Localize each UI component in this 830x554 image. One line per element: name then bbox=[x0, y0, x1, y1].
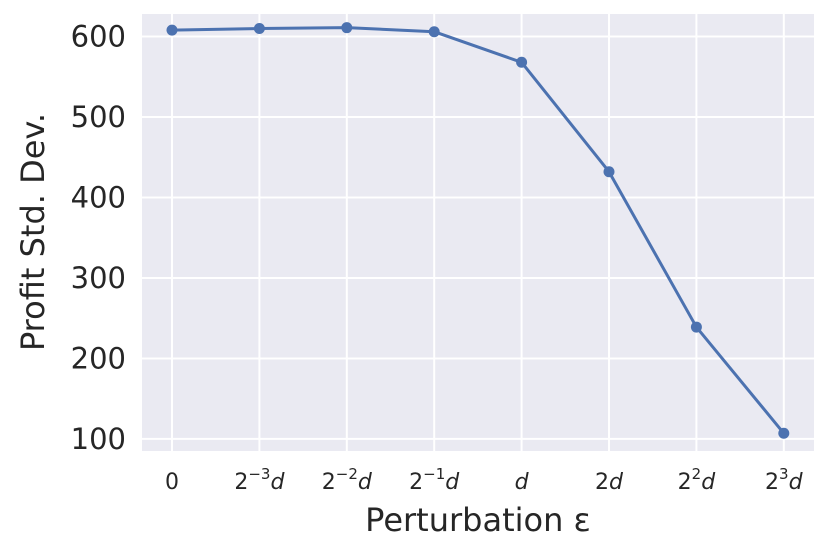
data-point bbox=[516, 56, 528, 68]
y-tick-label: 100 bbox=[71, 422, 126, 456]
y-tick-labels: 100 200 300 400 500 600 bbox=[71, 20, 126, 456]
x-tick-labels: 0 2−3d 2−2d 2−1d d 2d 22d 23d bbox=[165, 465, 804, 495]
x-tick-label: 23d bbox=[765, 465, 804, 495]
x-tick-label: 2d bbox=[595, 470, 624, 495]
grid-lines bbox=[142, 14, 814, 451]
series-line bbox=[171, 26, 785, 435]
y-axis-title: Profit Std. Dev. bbox=[14, 113, 52, 351]
data-point bbox=[341, 22, 353, 34]
plot-background bbox=[142, 14, 814, 451]
x-tick-label: 2−1d bbox=[409, 465, 460, 495]
data-point bbox=[166, 24, 178, 36]
x-tick-label: 22d bbox=[678, 465, 717, 495]
y-tick-label: 300 bbox=[71, 261, 126, 295]
x-tick-label: 2−2d bbox=[322, 465, 373, 495]
y-tick-label: 400 bbox=[71, 180, 126, 214]
data-point bbox=[603, 166, 615, 178]
data-point bbox=[690, 321, 702, 333]
series-line-path bbox=[171, 26, 785, 435]
data-point bbox=[778, 427, 790, 439]
x-tick-label: d bbox=[515, 470, 530, 495]
y-tick-label: 500 bbox=[71, 100, 126, 134]
x-tick-label: 2−3d bbox=[234, 465, 285, 495]
data-point bbox=[428, 26, 440, 38]
y-tick-label: 200 bbox=[71, 341, 126, 375]
x-axis-title: Perturbation ε bbox=[365, 501, 591, 539]
data-points bbox=[166, 22, 790, 439]
y-tick-label: 600 bbox=[71, 20, 126, 54]
data-point bbox=[253, 22, 265, 34]
x-tick-label: 0 bbox=[165, 470, 179, 495]
